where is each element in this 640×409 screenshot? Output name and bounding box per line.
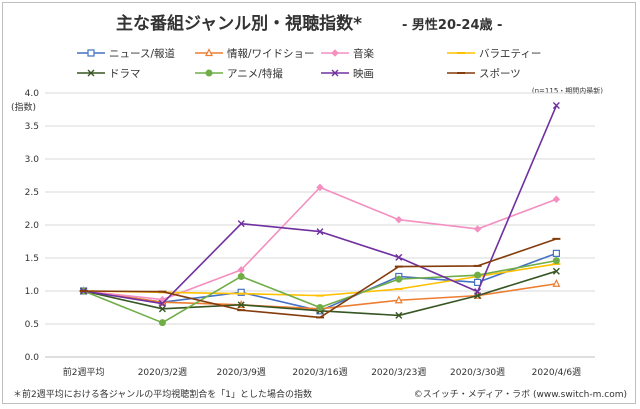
legend-item: ニュース/報道 [77,47,176,60]
legend-marker [331,69,339,77]
data-point [552,267,560,275]
data-point [237,288,245,296]
legend-item: バラエティー [447,48,541,60]
sample-note: (n=115・期間内最新) [532,86,603,95]
credit: ©スイッチ・メディア・ラボ (www.switch-m.com) [414,388,627,400]
series-映画 [80,102,560,308]
legend-item: ドラマ [77,68,141,80]
data-point [158,305,166,313]
data-point [552,249,560,257]
data-point [473,278,482,287]
y-axis-ticks: 0.0 0.5 1.0 1.5 2.0 2.5 3.0 3.5 4.0 [25,89,40,363]
legend-item: スポーツ [447,68,521,80]
data-point [552,102,560,110]
legend-label: アニメ/特撮 [227,67,283,80]
y-tick-label: 1.0 [25,287,40,297]
line-chart: 主な番組ジャンル別・視聴指数* - 男性20-24歳 - ニュース/報道 情報/ワ… [11,13,627,400]
data-point [395,216,403,224]
chart-title: 主な番組ジャンル別・視聴指数* [116,13,362,34]
legend-item: アニメ/特撮 [195,67,283,80]
series-line [83,186,557,301]
legend-marker [205,48,213,57]
series-スポーツ [79,237,561,319]
y-tick-label: 2.5 [25,188,39,198]
y-tick-label: 0.0 [25,353,40,363]
data-point [473,225,482,233]
legend-label: バラエティー [479,48,541,60]
legend-marker [87,49,95,57]
y-tick-label: 4.0 [25,89,40,99]
data-point [237,301,245,309]
legend-label: スポーツ [479,68,521,80]
y-tick-label: 1.5 [25,254,39,264]
legend-label: 情報/ワイドショー [227,47,315,60]
legend-marker [87,69,95,77]
data-point [395,311,403,319]
series-line [83,105,558,305]
y-axis-label: (指数) [11,101,36,113]
legend-marker [205,69,213,77]
y-tick-label: 2.0 [25,221,40,231]
legend-label: 映画 [353,68,374,80]
data-point [237,266,245,274]
data-point [158,300,166,308]
data-point [474,288,482,296]
x-tick-label: 2020/3/23週 [371,367,426,378]
data-point [316,228,324,236]
data-point [394,295,403,304]
series-lines [79,102,561,327]
footnote: ＊前2週平均における各ジャンルの平均視聴割合を「1」とした場合の指数 [13,388,312,400]
chart-frame: 主な番組ジャンル別・視聴指数* - 男性20-24歳 - ニュース/報道 情報/ワ… [2,2,636,404]
data-point [237,272,245,280]
series-音楽 [79,183,561,304]
legend-marker [331,49,339,57]
grid [45,92,595,358]
data-point [316,304,324,311]
data-point [158,319,166,327]
legend-label: ニュース/報道 [109,47,176,60]
x-tick-label: 2020/3/16週 [292,367,347,378]
x-tick-label: 2020/3/9週 [216,367,265,378]
legend-label: ドラマ [109,68,141,80]
legend-label: 音楽 [353,47,374,60]
data-point [395,253,403,261]
y-tick-label: 3.5 [25,122,39,132]
data-point [395,275,403,283]
chart-subtitle: - 男性20-24歳 - [402,17,502,33]
data-point [316,183,324,192]
data-point [552,278,561,287]
y-tick-label: 0.5 [25,320,39,330]
data-point [552,195,561,203]
y-tick-label: 3.0 [25,155,40,165]
data-point [474,271,482,279]
data-point [237,220,245,228]
x-tick-label: 前2週平均 [63,366,105,378]
data-point [552,257,560,265]
legend-item: 情報/ワイドショー [195,47,315,60]
x-tick-label: 2020/3/30週 [450,367,505,378]
x-tick-label: 2020/4/6週 [532,367,581,378]
legend-item: 映画 [321,68,374,80]
x-axis-ticks: 前2週平均 2020/3/2週 2020/3/9週 2020/3/16週 2020/3/… [63,366,581,378]
x-tick-label: 2020/3/2週 [138,367,187,378]
legend-item: 音楽 [321,47,374,60]
